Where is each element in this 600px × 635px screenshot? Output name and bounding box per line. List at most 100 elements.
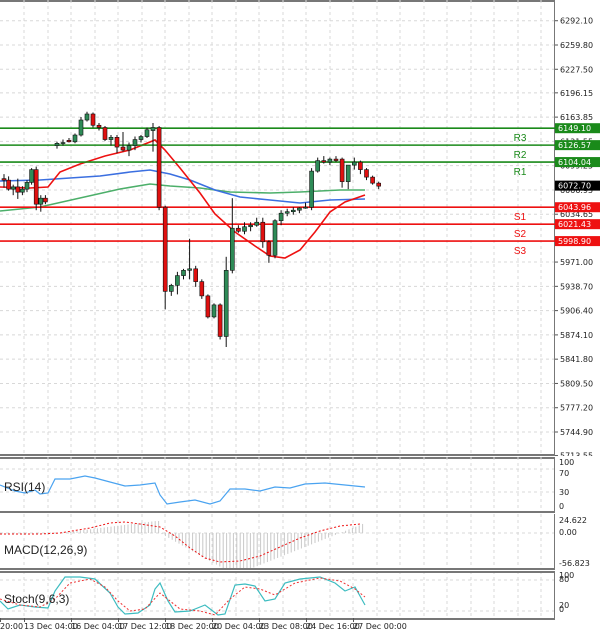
candle <box>43 197 48 203</box>
candle <box>54 143 60 146</box>
svg-text:5809.50: 5809.50 <box>560 379 593 388</box>
svg-text:20: 20 <box>559 601 569 610</box>
svg-text:6163.85: 6163.85 <box>560 113 593 122</box>
candle <box>309 170 314 208</box>
time-axis-label: 20:00 <box>0 622 24 631</box>
svg-text:6149.10: 6149.10 <box>558 124 591 133</box>
candle <box>132 139 138 146</box>
svg-text:6259.80: 6259.80 <box>560 41 593 50</box>
candle <box>284 211 290 214</box>
level-price-tag <box>555 236 600 247</box>
svg-text:5713.55: 5713.55 <box>560 452 593 456</box>
candle <box>199 281 205 297</box>
level-label-S3: S3 <box>514 246 527 257</box>
candle <box>15 186 21 193</box>
level-label-S1: S1 <box>514 212 527 223</box>
candle <box>248 224 253 228</box>
candle <box>162 206 168 292</box>
level-price-tag <box>555 140 600 151</box>
macd-label: MACD(12,26,9) <box>4 543 88 557</box>
candle <box>333 158 339 161</box>
svg-text:6043.96: 6043.96 <box>558 203 591 212</box>
rsi-axis: 100 70 30 0 <box>555 457 600 513</box>
stoch-label: Stoch(9,6,3) <box>4 592 70 606</box>
candle <box>376 182 382 187</box>
svg-text:6196.15: 6196.15 <box>560 89 593 98</box>
level-price-tag <box>555 202 600 213</box>
candle <box>254 221 259 226</box>
candlestick-chart: R3 R2 R1 S1 S2 S3 <box>0 0 555 456</box>
level-label-R1: R1 <box>514 167 527 178</box>
svg-text:0.00: 0.00 <box>559 528 577 537</box>
candle <box>351 161 357 166</box>
level-label-R2: R2 <box>514 150 527 161</box>
candle <box>108 136 114 140</box>
svg-text:6072.70: 6072.70 <box>558 182 591 191</box>
time-axis-label: 18 Dec 20:00 <box>165 622 219 631</box>
candle <box>205 295 211 318</box>
candle <box>272 220 278 256</box>
candle <box>66 140 72 143</box>
candle <box>10 186 16 190</box>
rsi-label: RSI(14) <box>4 480 46 494</box>
svg-text:5938.70: 5938.70 <box>560 282 593 291</box>
candle <box>90 113 96 126</box>
candle <box>6 179 11 190</box>
time-axis-label: 17 Dec 12:00 <box>118 622 172 631</box>
svg-text:5998.90: 5998.90 <box>558 237 591 246</box>
price-axis[interactable]: 6292.106259.806227.506196.156163.856131.… <box>555 0 600 456</box>
candle <box>175 275 180 286</box>
price-chart-panel[interactable]: R3 R2 R1 S1 S2 S3 <box>0 0 555 456</box>
stoch-panel[interactable]: Stoch(9,6,3) <box>0 571 555 620</box>
macd-panel[interactable]: MACD(12,26,9) <box>0 514 555 570</box>
candle <box>38 197 44 205</box>
svg-text:5777.20: 5777.20 <box>560 404 593 413</box>
svg-text:5874.10: 5874.10 <box>560 331 593 340</box>
level-price-tag <box>555 123 600 134</box>
candle <box>102 127 108 140</box>
candle <box>217 304 223 337</box>
stoch-axis: 100 80 20 0 <box>555 571 600 620</box>
candle <box>96 124 102 128</box>
time-axis-label: 13 Dec 04:00 <box>24 622 78 631</box>
candle <box>84 113 90 121</box>
candle <box>236 227 241 232</box>
time-axis-label: 20 Dec 04:00 <box>212 622 266 631</box>
candle <box>114 136 120 148</box>
svg-text:30: 30 <box>559 488 569 497</box>
svg-text:0: 0 <box>559 502 564 511</box>
candle <box>278 212 284 222</box>
svg-text:24.622: 24.622 <box>559 516 587 525</box>
time-axis-tick <box>212 618 213 622</box>
candle <box>1 178 7 181</box>
time-axis-tick <box>24 618 25 622</box>
svg-text:5906.40: 5906.40 <box>560 307 593 316</box>
candle <box>181 270 186 276</box>
candle <box>290 209 296 213</box>
candle <box>315 160 321 172</box>
candle <box>144 129 150 137</box>
time-axis[interactable]: 20:00 13 Dec 04:00 16 Dec 04:00 17 Dec 12:0… <box>0 618 555 635</box>
svg-text:6021.43: 6021.43 <box>558 220 591 229</box>
time-axis-label: 23 Dec 08:00 <box>259 622 313 631</box>
candle <box>193 268 198 282</box>
time-axis-label: 27 Dec 00:00 <box>353 622 407 631</box>
candle <box>339 158 345 182</box>
level-price-tag <box>555 157 600 168</box>
candle <box>169 285 174 292</box>
rsi-panel[interactable]: RSI(14) <box>0 457 555 513</box>
candle <box>321 160 327 163</box>
time-axis-tick <box>306 618 307 622</box>
candle <box>60 142 66 144</box>
candle <box>156 127 162 208</box>
svg-text:100: 100 <box>559 571 574 580</box>
candle <box>24 182 30 190</box>
candle <box>364 169 369 178</box>
candle <box>358 161 363 170</box>
svg-text:5971.00: 5971.00 <box>560 258 593 267</box>
candle <box>297 207 302 211</box>
svg-text:80: 80 <box>559 575 569 584</box>
candle <box>345 164 351 182</box>
level-price-tag <box>555 219 600 230</box>
current-price-tag <box>555 180 600 191</box>
